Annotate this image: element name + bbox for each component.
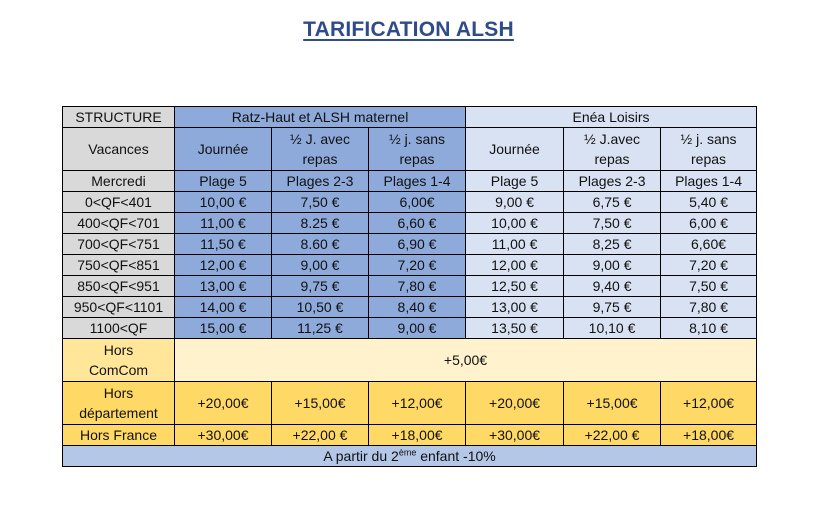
table-row: 1100<QF 15,00 € 11,25 € 9,00 € 13,50 € 1… bbox=[62, 317, 758, 339]
surcharge-cell: +30,00€ bbox=[465, 424, 565, 446]
price-cell: 9,40 € bbox=[563, 275, 662, 297]
price-cell: 11,25 € bbox=[271, 317, 369, 339]
price-cell: 11,50 € bbox=[174, 233, 272, 255]
surcharge-cell: +12,00€ bbox=[660, 381, 758, 425]
surcharge-cell: +20,00€ bbox=[174, 381, 272, 425]
price-cell: 7,80 € bbox=[660, 296, 758, 318]
surcharge-cell: +22,00 € bbox=[563, 424, 662, 446]
qf-label: 400<QF<701 bbox=[62, 212, 175, 234]
price-cell: 9,00 € bbox=[367, 317, 467, 339]
table-row: Hors France +30,00€ +22,00 € +18,00€ +30… bbox=[62, 424, 758, 446]
col-header: ½ J.avec repas bbox=[563, 127, 662, 171]
table-row: 950<QF<1101 14,00 € 10,50 € 8,40 € 13,00… bbox=[62, 296, 758, 318]
price-cell: 13,50 € bbox=[465, 317, 565, 339]
table-row: 400<QF<701 11,00 € 8.25 € 6,60 € 10,00 €… bbox=[62, 212, 758, 234]
price-cell: 6,90 € bbox=[367, 233, 467, 255]
page-title: TARIFICATION ALSH bbox=[303, 18, 514, 41]
qf-label: 750<QF<851 bbox=[62, 254, 175, 276]
price-cell: 7,20 € bbox=[660, 254, 758, 276]
surcharge-cell: +15,00€ bbox=[271, 381, 369, 425]
table-row: 750<QF<851 12,00 € 9,00 € 7,20 € 12,00 €… bbox=[62, 254, 758, 276]
surcharge-cell: +20,00€ bbox=[465, 381, 565, 425]
col-header: ½ j. sans repas bbox=[367, 127, 467, 171]
plage-header: Plage 5 bbox=[465, 170, 565, 192]
price-cell: 7,50 € bbox=[563, 212, 662, 234]
table-row: 700<QF<751 11,50 € 8.60 € 6,90 € 11,00 €… bbox=[62, 233, 758, 255]
plage-header: Plages 2-3 bbox=[271, 170, 369, 192]
price-cell: 8,10 € bbox=[660, 317, 758, 339]
table-row: Mercredi Plage 5 Plages 2-3 Plages 1-4 P… bbox=[62, 170, 758, 192]
surcharge-cell: +18,00€ bbox=[367, 424, 467, 446]
price-cell: 5,40 € bbox=[660, 191, 758, 213]
mercredi-label: Mercredi bbox=[62, 170, 175, 192]
table-row: A partir du 2ème enfant -10% bbox=[61, 445, 758, 467]
plage-header: Plages 1-4 bbox=[367, 170, 467, 192]
surcharge-cell: +30,00€ bbox=[174, 424, 272, 446]
qf-label: 950<QF<1101 bbox=[62, 296, 175, 318]
price-cell: 8.25 € bbox=[271, 212, 369, 234]
price-cell: 11,00 € bbox=[174, 212, 272, 234]
table-row: 850<QF<951 13,00 € 9,75 € 7,80 € 12,50 €… bbox=[62, 275, 758, 297]
plage-header: Plage 5 bbox=[174, 170, 272, 192]
price-cell: 13,00 € bbox=[174, 275, 272, 297]
surcharge-cell: +12,00€ bbox=[367, 381, 467, 425]
group-header-ratz-haut: Ratz-Haut et ALSH maternel bbox=[173, 106, 467, 128]
price-cell: 10,00 € bbox=[174, 191, 272, 213]
price-cell: 14,00 € bbox=[174, 296, 272, 318]
surcharge-cell: +22,00 € bbox=[271, 424, 369, 446]
structure-header: STRUCTURE bbox=[62, 106, 175, 128]
hors-france-label: Hors France bbox=[62, 424, 175, 446]
hors-departement-label: Hors département bbox=[62, 381, 175, 425]
qf-label: 700<QF<751 bbox=[62, 233, 175, 255]
qf-label: 1100<QF bbox=[62, 317, 175, 339]
price-cell: 10,00 € bbox=[465, 212, 565, 234]
price-cell: 12,00 € bbox=[174, 254, 272, 276]
plage-header: Plages 2-3 bbox=[563, 170, 662, 192]
surcharge-cell: +15,00€ bbox=[563, 381, 662, 425]
price-cell: 10,10 € bbox=[563, 317, 662, 339]
table-row: Vacances Journée ½ J. avec repas ½ j. san… bbox=[62, 127, 758, 171]
col-header: Journée bbox=[174, 127, 272, 171]
table-row: Hors ComCom +5,00€ bbox=[62, 338, 758, 382]
col-header: ½ j. sans repas bbox=[660, 127, 758, 171]
price-cell: 9,00 € bbox=[271, 254, 369, 276]
tarif-table: STRUCTURE Ratz-Haut et ALSH maternel Ené… bbox=[61, 106, 758, 467]
price-cell: 11,00 € bbox=[465, 233, 565, 255]
table-row: Hors département +20,00€ +15,00€ +12,00€ … bbox=[62, 381, 758, 425]
price-cell: 8,40 € bbox=[367, 296, 467, 318]
price-cell: 12,50 € bbox=[465, 275, 565, 297]
table-row: 0<QF<401 10,00 € 7,50 € 6,00€ 9,00 € 6,7… bbox=[62, 191, 758, 213]
price-cell: 7,20 € bbox=[367, 254, 467, 276]
col-header: Journée bbox=[465, 127, 565, 171]
price-cell: 15,00 € bbox=[174, 317, 272, 339]
price-cell: 9,00 € bbox=[563, 254, 662, 276]
price-cell: 7,80 € bbox=[367, 275, 467, 297]
price-cell: 9,75 € bbox=[271, 275, 369, 297]
price-cell: 9,00 € bbox=[465, 191, 565, 213]
group-header-enea: Enéa Loisirs bbox=[465, 106, 758, 128]
vacances-label: Vacances bbox=[62, 127, 175, 171]
price-cell: 7,50 € bbox=[271, 191, 369, 213]
price-cell: 12,00 € bbox=[465, 254, 565, 276]
qf-label: 0<QF<401 bbox=[62, 191, 175, 213]
price-cell: 8,25 € bbox=[563, 233, 662, 255]
price-cell: 6,00€ bbox=[367, 191, 467, 213]
price-cell: 6,00 € bbox=[660, 212, 758, 234]
table-row: STRUCTURE Ratz-Haut et ALSH maternel Ené… bbox=[62, 106, 758, 128]
price-cell: 6,60 € bbox=[367, 212, 467, 234]
price-cell: 9,75 € bbox=[563, 296, 662, 318]
hors-comcom-label: Hors ComCom bbox=[62, 338, 175, 382]
sibling-discount-note: A partir du 2ème enfant -10% bbox=[61, 445, 758, 467]
price-cell: 6,75 € bbox=[563, 191, 662, 213]
price-cell: 13,00 € bbox=[465, 296, 565, 318]
plage-header: Plages 1-4 bbox=[660, 170, 758, 192]
price-cell: 7,50 € bbox=[660, 275, 758, 297]
surcharge-cell: +18,00€ bbox=[660, 424, 758, 446]
hors-comcom-value: +5,00€ bbox=[173, 338, 758, 382]
qf-label: 850<QF<951 bbox=[62, 275, 175, 297]
price-cell: 6,60€ bbox=[660, 233, 758, 255]
price-cell: 10,50 € bbox=[271, 296, 369, 318]
col-header: ½ J. avec repas bbox=[271, 127, 369, 171]
price-cell: 8.60 € bbox=[271, 233, 369, 255]
